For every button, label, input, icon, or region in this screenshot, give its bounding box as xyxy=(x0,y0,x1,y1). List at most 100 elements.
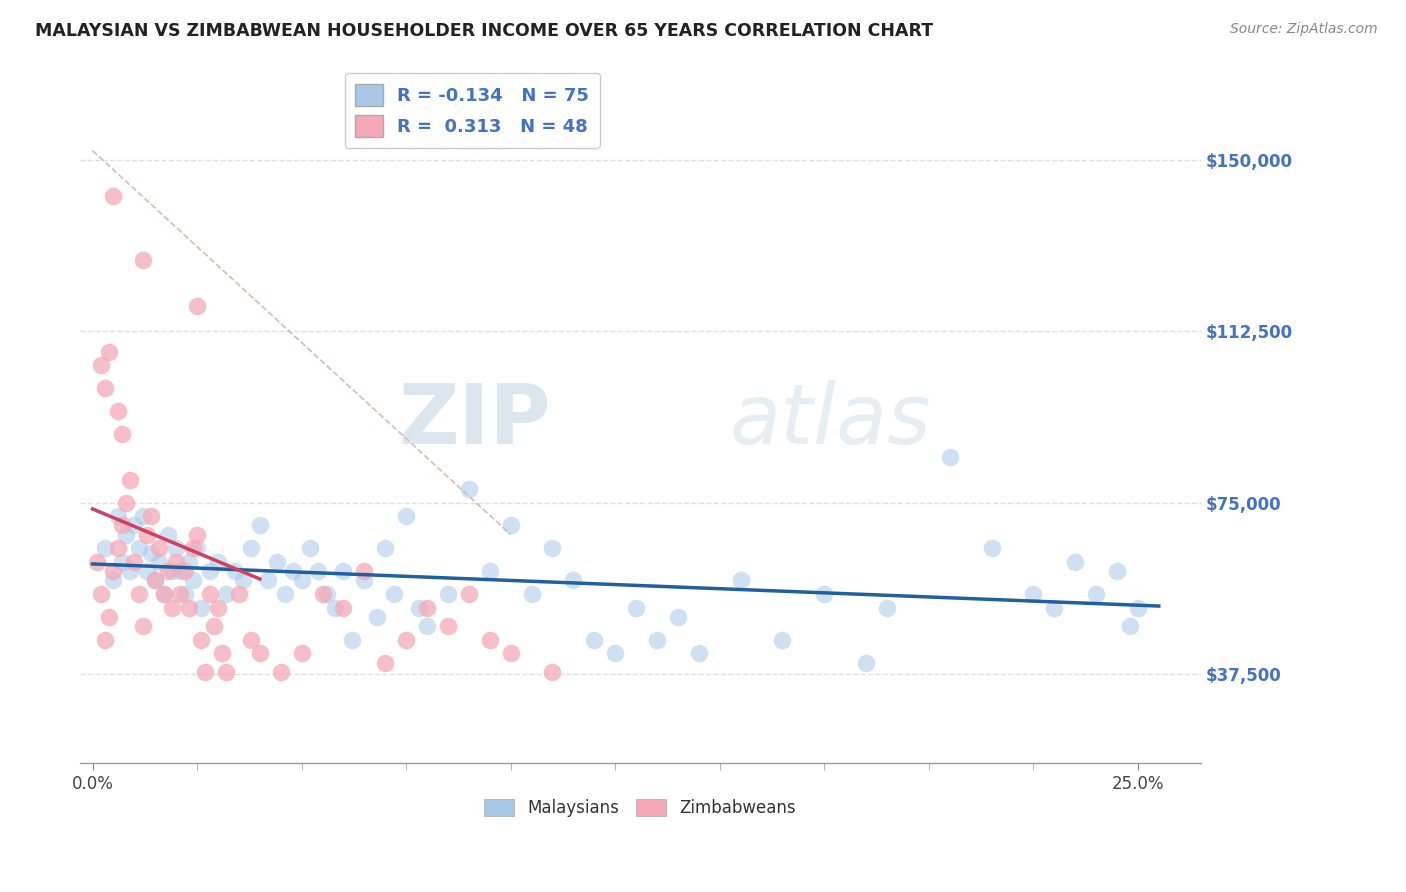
Point xyxy=(135,527,157,541)
Point xyxy=(94,632,117,647)
Point xyxy=(131,509,153,524)
Point xyxy=(366,610,388,624)
Point xyxy=(107,541,129,556)
Point xyxy=(315,587,337,601)
Point xyxy=(152,587,174,601)
Point xyxy=(1118,619,1140,633)
Point xyxy=(228,587,250,601)
Point xyxy=(374,656,396,670)
Point xyxy=(135,564,157,578)
Point xyxy=(457,482,479,496)
Point xyxy=(160,600,183,615)
Point xyxy=(437,587,460,601)
Point xyxy=(124,555,146,569)
Legend: Malaysians, Zimbabweans: Malaysians, Zimbabweans xyxy=(478,792,803,823)
Point xyxy=(128,541,150,556)
Point xyxy=(311,587,333,601)
Point xyxy=(215,665,238,679)
Point xyxy=(382,587,405,601)
Point xyxy=(115,495,138,509)
Point xyxy=(520,587,543,601)
Point xyxy=(90,587,112,601)
Point xyxy=(207,555,229,569)
Point xyxy=(177,555,200,569)
Point xyxy=(938,450,960,464)
Point xyxy=(120,473,142,487)
Point xyxy=(94,381,117,395)
Point xyxy=(143,574,166,588)
Point xyxy=(131,619,153,633)
Point xyxy=(120,564,142,578)
Text: atlas: atlas xyxy=(730,380,932,461)
Point xyxy=(148,555,170,569)
Point xyxy=(499,518,522,533)
Point xyxy=(340,632,363,647)
Point xyxy=(332,564,354,578)
Point xyxy=(1105,564,1128,578)
Point xyxy=(291,574,314,588)
Point xyxy=(772,632,794,647)
Point xyxy=(211,647,233,661)
Point xyxy=(249,518,271,533)
Point xyxy=(111,555,134,569)
Point xyxy=(1043,600,1066,615)
Point xyxy=(169,587,191,601)
Point xyxy=(94,541,117,556)
Point xyxy=(86,555,108,569)
Point xyxy=(240,632,263,647)
Point xyxy=(876,600,898,615)
Point xyxy=(198,564,221,578)
Point xyxy=(298,541,321,556)
Point xyxy=(266,555,288,569)
Point xyxy=(186,299,208,313)
Point xyxy=(181,541,204,556)
Point xyxy=(249,647,271,661)
Point xyxy=(181,574,204,588)
Point xyxy=(98,610,121,624)
Point xyxy=(437,619,460,633)
Point xyxy=(1022,587,1045,601)
Point xyxy=(270,665,292,679)
Point xyxy=(143,574,166,588)
Point xyxy=(416,600,439,615)
Point xyxy=(107,404,129,418)
Point xyxy=(198,587,221,601)
Point xyxy=(169,564,191,578)
Point xyxy=(156,564,179,578)
Point xyxy=(332,600,354,615)
Point xyxy=(408,600,430,615)
Point xyxy=(499,647,522,661)
Point xyxy=(980,541,1002,556)
Point xyxy=(128,587,150,601)
Point xyxy=(666,610,689,624)
Point xyxy=(139,509,162,524)
Point xyxy=(124,518,146,533)
Point xyxy=(165,541,187,556)
Point xyxy=(90,359,112,373)
Point xyxy=(374,541,396,556)
Point xyxy=(173,564,195,578)
Point xyxy=(541,541,564,556)
Point xyxy=(190,600,212,615)
Point xyxy=(291,647,314,661)
Text: ZIP: ZIP xyxy=(398,380,551,461)
Text: MALAYSIAN VS ZIMBABWEAN HOUSEHOLDER INCOME OVER 65 YEARS CORRELATION CHART: MALAYSIAN VS ZIMBABWEAN HOUSEHOLDER INCO… xyxy=(35,22,934,40)
Point xyxy=(478,632,501,647)
Point xyxy=(115,527,138,541)
Point xyxy=(307,564,329,578)
Point xyxy=(645,632,668,647)
Point xyxy=(353,574,375,588)
Point xyxy=(111,518,134,533)
Point xyxy=(207,600,229,615)
Point xyxy=(111,427,134,442)
Point xyxy=(353,564,375,578)
Point xyxy=(395,632,418,647)
Point xyxy=(232,574,254,588)
Point xyxy=(257,574,280,588)
Point xyxy=(541,665,564,679)
Point xyxy=(215,587,238,601)
Point xyxy=(177,600,200,615)
Point xyxy=(283,564,305,578)
Point xyxy=(156,527,179,541)
Point xyxy=(395,509,418,524)
